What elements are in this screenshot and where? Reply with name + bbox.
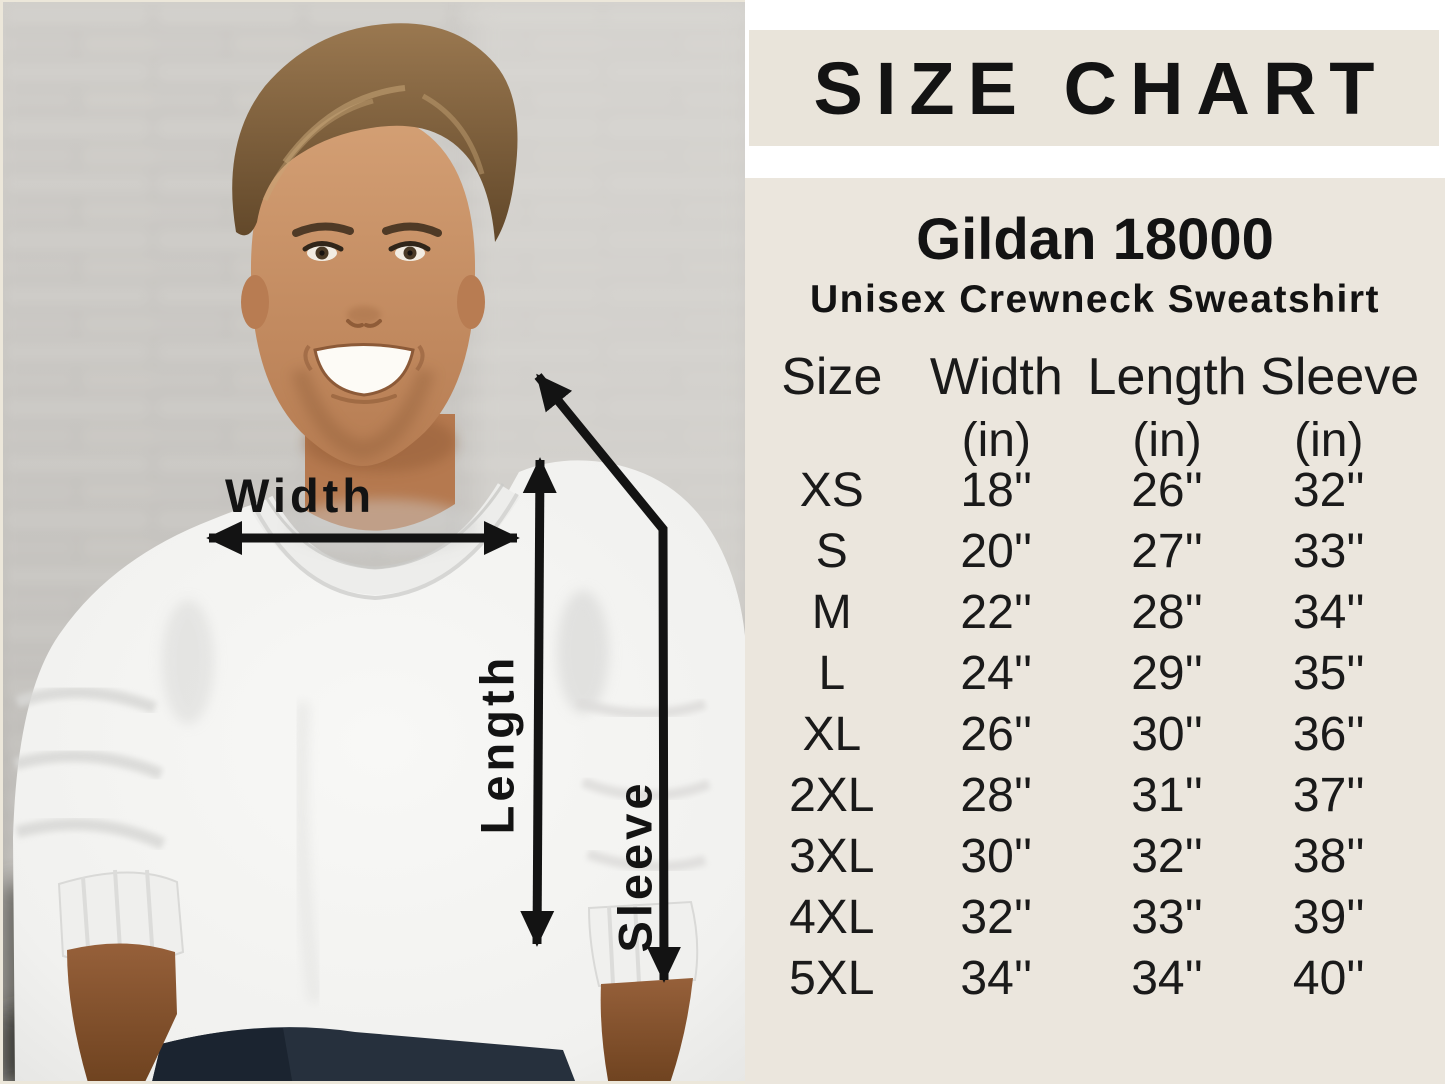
cell-header-length: Length bbox=[1087, 348, 1247, 406]
cell-spacer bbox=[1397, 521, 1445, 582]
cell-unit-sleeve: (in) bbox=[1294, 414, 1364, 467]
cell-value-width: 26'' bbox=[960, 708, 1033, 761]
cell-value-length: 28'' bbox=[1131, 586, 1203, 639]
size-table-units: (in) (in) (in) bbox=[745, 414, 1445, 468]
cell-value-size: L bbox=[818, 647, 846, 700]
cell-unit-length: (in) bbox=[1132, 414, 1202, 467]
size-row-L: L 24'' 29'' 35'' bbox=[745, 643, 1445, 704]
cell-value-length: 33'' bbox=[1131, 891, 1203, 944]
cell-spacer bbox=[1397, 643, 1445, 704]
man-figure bbox=[232, 23, 518, 531]
width-label: Width bbox=[225, 469, 375, 522]
cell-header-sleeve: Sleeve bbox=[1260, 348, 1420, 406]
size-row-2XL: 2XL 28'' 31'' 37'' bbox=[745, 765, 1445, 826]
cell-value-length: 29'' bbox=[1131, 647, 1203, 700]
size-row-M: M 22'' 28'' 34'' bbox=[745, 582, 1445, 643]
sweatshirt-mockup-illustration: Width Length Sleeve bbox=[3, 2, 745, 1081]
cell-value-sleeve: 39'' bbox=[1292, 891, 1365, 944]
size-chart-panel: SIZE CHART Gildan 18000 Unisex Crewneck … bbox=[745, 0, 1445, 1084]
product-photo: Width Length Sleeve bbox=[0, 0, 745, 1084]
cell-spacer bbox=[1397, 887, 1445, 948]
cell-value-width: 34'' bbox=[960, 952, 1033, 1005]
cell-value-length: 32'' bbox=[1131, 830, 1203, 883]
cell-value-width: 22'' bbox=[960, 586, 1033, 639]
cell-value-sleeve: 32'' bbox=[1292, 464, 1365, 517]
size-table-body: XS 18'' 26'' 32'' S 20'' 27'' 33'' M 22'' 28'' 34''… bbox=[745, 460, 1445, 1009]
measurement-labels: Width Length Sleeve bbox=[225, 469, 661, 952]
cell-value-length: 34'' bbox=[1131, 952, 1203, 1005]
cell-value-sleeve: 35'' bbox=[1292, 647, 1365, 700]
cell-spacer bbox=[1397, 948, 1445, 1009]
cell-value-width: 28'' bbox=[960, 769, 1033, 822]
size-row-XS: XS 18'' 26'' 32'' bbox=[745, 460, 1445, 521]
cell-spacer bbox=[1397, 460, 1445, 521]
length-label: Length bbox=[470, 654, 523, 835]
cell-value-width: 18'' bbox=[960, 464, 1033, 517]
cell-value-size: 3XL bbox=[789, 830, 875, 883]
cell-value-sleeve: 34'' bbox=[1292, 586, 1365, 639]
cell-spacer bbox=[1397, 826, 1445, 887]
sleeve-arrow bbox=[534, 373, 681, 983]
cell-value-sleeve: 36'' bbox=[1292, 708, 1365, 761]
size-row-4XL: 4XL 32'' 33'' 39'' bbox=[745, 887, 1445, 948]
measurement-arrows bbox=[206, 373, 681, 983]
size-chart-title: SIZE CHART bbox=[813, 46, 1388, 130]
cell-value-length: 30'' bbox=[1131, 708, 1203, 761]
cell-spacer bbox=[1397, 582, 1445, 643]
size-row-XL: XL 26'' 30'' 36'' bbox=[745, 704, 1445, 765]
cell-value-size: 4XL bbox=[789, 891, 875, 944]
cell-value-sleeve: 40'' bbox=[1292, 952, 1365, 1005]
cell-value-size: XL bbox=[802, 708, 862, 761]
cell-spacer bbox=[1397, 348, 1445, 406]
cell-value-sleeve: 37'' bbox=[1292, 769, 1365, 822]
length-arrow bbox=[520, 457, 557, 947]
cell-value-length: 27'' bbox=[1131, 525, 1203, 578]
size-chart-title-band: SIZE CHART bbox=[749, 30, 1439, 146]
cell-value-width: 20'' bbox=[960, 525, 1033, 578]
cell-header-size: Size bbox=[781, 348, 883, 406]
cell-value-sleeve: 33'' bbox=[1292, 525, 1365, 578]
size-chart-card: Gildan 18000 Unisex Crewneck Sweatshirt … bbox=[745, 178, 1445, 1084]
product-subtitle: Unisex Crewneck Sweatshirt bbox=[809, 278, 1381, 321]
cell-value-length: 26'' bbox=[1131, 464, 1203, 517]
cell-value-size: 2XL bbox=[789, 769, 875, 822]
cell-value-width: 24'' bbox=[960, 647, 1033, 700]
cell-spacer bbox=[1397, 704, 1445, 765]
cell-value-size: 5XL bbox=[789, 952, 875, 1005]
product-name: Gildan 18000 bbox=[916, 207, 1274, 272]
cell-value-sleeve: 38'' bbox=[1292, 830, 1365, 883]
size-row-S: S 20'' 27'' 33'' bbox=[745, 521, 1445, 582]
cell-value-width: 32'' bbox=[960, 891, 1033, 944]
sleeve-label: Sleeve bbox=[608, 780, 661, 953]
cell-unit-width: (in) bbox=[961, 414, 1031, 467]
size-row-3XL: 3XL 30'' 32'' 38'' bbox=[745, 826, 1445, 887]
cell-header-width: Width bbox=[929, 348, 1063, 406]
size-row-5XL: 5XL 34'' 34'' 40'' bbox=[745, 948, 1445, 1009]
cell-value-size: XS bbox=[799, 464, 864, 517]
cell-value-length: 31'' bbox=[1131, 769, 1203, 822]
cell-value-size: M bbox=[811, 586, 852, 639]
cell-value-width: 30'' bbox=[960, 830, 1033, 883]
cell-spacer bbox=[1397, 765, 1445, 826]
cell-value-size: S bbox=[815, 525, 848, 578]
size-table-header: Size Width Length Sleeve bbox=[745, 348, 1445, 406]
